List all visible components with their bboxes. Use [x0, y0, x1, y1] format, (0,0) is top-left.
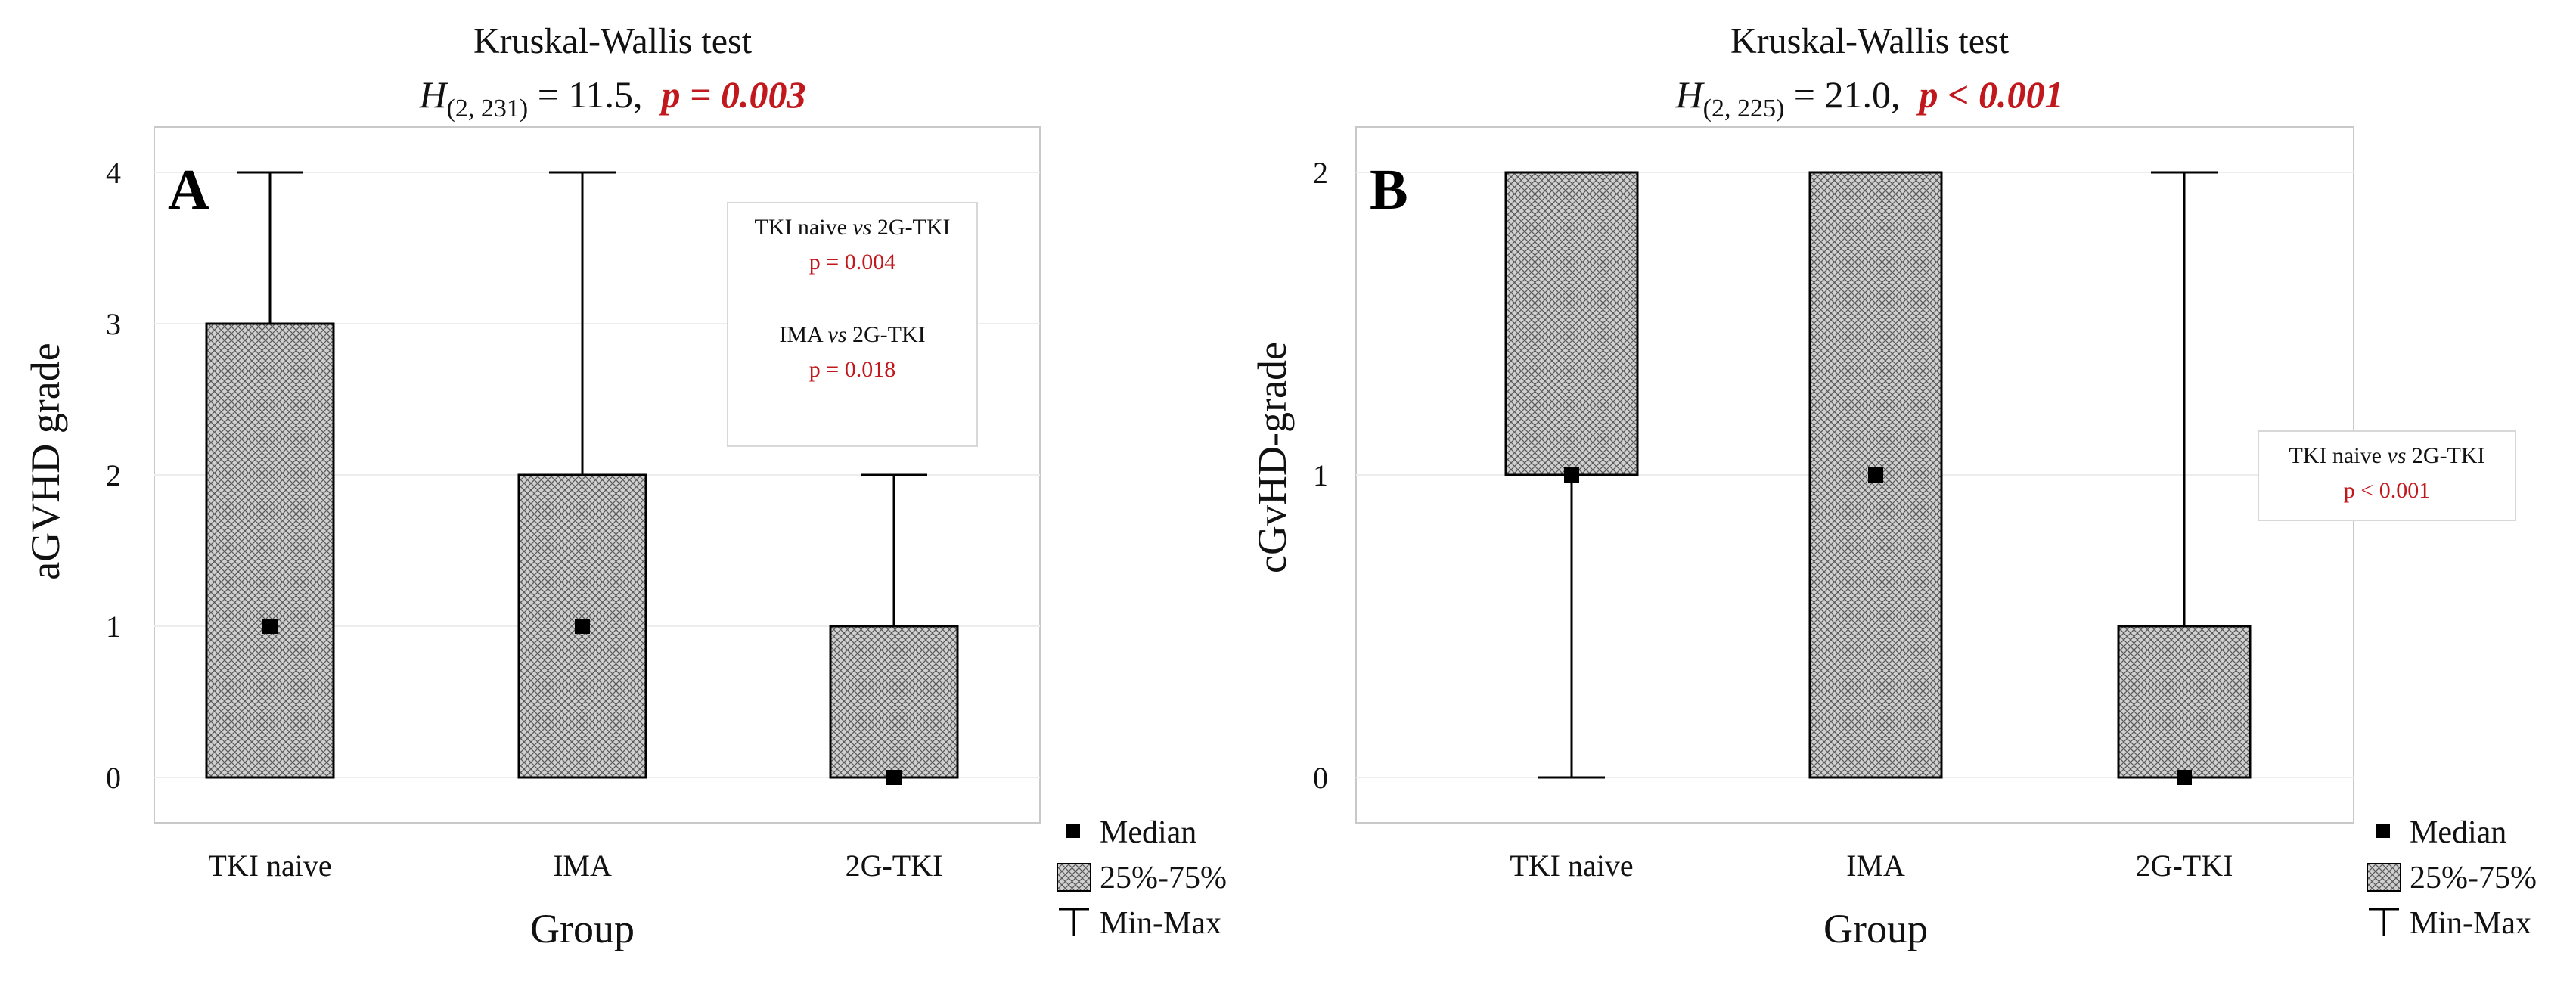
comparison-p-value: p = 0.018 — [809, 357, 895, 382]
box-iqr — [2117, 625, 2252, 779]
comparison-annotation-box — [727, 202, 978, 447]
y-tick-label: 0 — [1313, 761, 1328, 795]
stat-symbol: H — [418, 73, 448, 116]
x-axis-label: Group — [530, 906, 635, 951]
comparison-label: TKI naive vs 2G-TKI — [2289, 443, 2484, 468]
y-tick-label: 2 — [106, 458, 121, 492]
y-tick-label: 2 — [1313, 156, 1328, 190]
chart-panel-b: Kruskal-Wallis test H(2, 225) = 21.0, p <… — [1249, 21, 2537, 951]
legend-median-swatch — [2376, 824, 2390, 838]
x-tick-label: TKI naive — [1510, 849, 1633, 883]
median-marker — [2177, 770, 2192, 785]
box-iqr — [1504, 171, 1639, 476]
x-tick-label: 2G-TKI — [846, 849, 943, 883]
y-tick-label: 4 — [106, 156, 121, 190]
stat-value: = 21.0, — [1784, 73, 1900, 116]
legend: Median 25%-75% Min-Max — [1057, 815, 1227, 941]
y-axis-label: aGVHD grade — [23, 343, 68, 579]
comparison-annotation-box — [2258, 430, 2516, 521]
legend-box-label: 25%-75% — [2410, 861, 2537, 895]
legend-box-label: 25%-75% — [1100, 861, 1227, 895]
y-tick-label: 0 — [106, 761, 121, 795]
legend: Median 25%-75% Min-Max — [2367, 815, 2537, 941]
y-tick-label: 3 — [106, 307, 121, 341]
legend-box-swatch — [2367, 863, 2401, 892]
legend-whisker-label: Min-Max — [2410, 906, 2531, 941]
chart-title: Kruskal-Wallis test — [473, 21, 753, 61]
comparison-p-value: p < 0.001 — [2344, 478, 2430, 503]
stat-symbol: H — [1675, 73, 1705, 116]
median-marker — [262, 619, 278, 634]
x-axis-label: Group — [1823, 906, 1928, 951]
stat-p-value: p = 0.003 — [659, 73, 806, 116]
y-axis-label: cGvHD-grade — [1249, 342, 1295, 573]
x-tick-label: IMA — [553, 849, 612, 883]
comparison-label: IMA vs 2G-TKI — [779, 322, 925, 347]
stat-subscript: (2, 225) — [1703, 95, 1785, 123]
panel-letter: A — [168, 158, 209, 222]
stat-value: = 11.5, — [528, 73, 642, 116]
x-tick-label: TKI naive — [208, 849, 331, 883]
panel-letter: B — [1370, 158, 1408, 222]
chart-panel-a: Kruskal-Wallis test H(2, 231) = 11.5, p =… — [23, 21, 1227, 951]
comparison-label: TKI naive vs 2G-TKI — [754, 215, 950, 240]
chart-stat-line: H(2, 231) = 11.5, p = 0.003 — [418, 73, 805, 123]
box-iqr — [829, 625, 959, 779]
median-marker — [575, 619, 590, 634]
legend-box-swatch — [1057, 863, 1091, 892]
legend-median-label: Median — [1100, 815, 1196, 850]
legend-whisker-label: Min-Max — [1100, 906, 1221, 941]
stat-p-value: p < 0.001 — [1916, 73, 2063, 116]
x-tick-label: 2G-TKI — [2136, 849, 2233, 883]
comparison-p-value: p = 0.004 — [809, 250, 895, 275]
x-tick-label: IMA — [1846, 849, 1905, 883]
legend-median-label: Median — [2410, 815, 2506, 850]
box-iqr — [205, 322, 335, 779]
chart-stat-line: H(2, 225) = 21.0, p < 0.001 — [1675, 73, 2064, 123]
legend-median-swatch — [1066, 824, 1080, 838]
y-tick-label: 1 — [106, 610, 121, 644]
median-marker — [886, 770, 902, 785]
y-tick-label: 1 — [1313, 458, 1328, 492]
stat-subscript: (2, 231) — [447, 95, 529, 123]
median-marker — [1564, 467, 1579, 483]
chart-title: Kruskal-Wallis test — [1730, 21, 2010, 61]
median-marker — [1868, 467, 1883, 483]
